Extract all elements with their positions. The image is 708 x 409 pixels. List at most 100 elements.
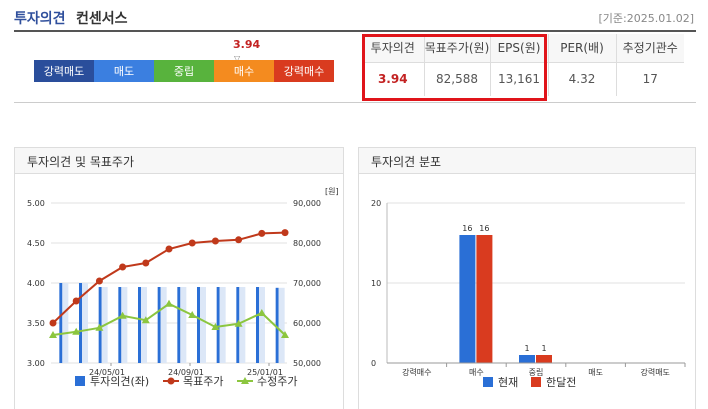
opinion-bar [256,287,259,363]
section-subtitle: 컨센서스 [76,11,128,27]
y-tick: 10 [371,279,381,288]
target-price-point [165,245,173,253]
opinion-bar [79,283,82,363]
y-right-unit: [원] [325,187,339,196]
target-price-point [188,239,196,247]
highlight-box [362,34,547,101]
opinion-bar-shadow [180,287,187,363]
col-per: PER(배) [548,34,617,63]
cell-opinion: 3.94 [362,62,425,96]
opinion-bar-shadow [200,287,206,363]
y-left-tick: 4.00 [27,279,45,288]
opinion-bar-shadow [62,283,69,363]
table-row: 3.94 82,588 13,161 4.32 17 [362,62,684,96]
y-left-tick: 3.50 [27,319,45,328]
panel-title: 투자의견 및 목표주가 [15,148,343,174]
y-right-tick: 80,000 [293,239,321,248]
legend-label: 현재 [498,376,518,389]
adjusted-price-point [141,316,150,324]
opinion-bar-shadow [121,287,128,363]
adjusted-price-point [95,323,104,331]
bar-data-label: 16 [479,224,489,233]
scale-strong-buy: 강력매수 [274,60,334,82]
legend-label: 한달전 [546,376,576,389]
target-price-point [72,297,80,305]
opinion-bar [138,287,141,363]
table-header-row: 투자의견 목표주가(원) EPS(원) PER(배) 추정기관수 [362,34,684,63]
opinion-bar [197,287,200,363]
consensus-table: 투자의견 목표주가(원) EPS(원) PER(배) 추정기관수 3.94 82… [362,34,684,96]
panel-title: 투자의견 분포 [359,148,695,174]
y-right-tick: 90,000 [293,199,321,208]
reference-date: [기준:2025.01.02] [598,12,694,25]
opinion-scale: 강력매도 매도 중립 매수 강력매수 [34,60,334,82]
x-tick-label: 강력매도 [640,367,669,377]
distribution-bar [476,235,493,363]
opinion-bar-shadow [141,287,147,363]
col-opinion: 투자의견 [362,34,425,63]
opinion-bar [59,283,63,363]
y-right-tick: 70,000 [293,279,321,288]
bar-data-label: 1 [541,344,546,353]
opinion-bar [275,287,279,363]
distribution-bar [536,355,552,363]
target-price-point [49,319,57,327]
distribution-bar [459,235,476,363]
adjusted-price-point [49,331,57,338]
opinion-price-chart: 5.00 4.50 4.00 3.50 3.00 90,000 80,000 70,000 60… [27,187,339,388]
target-price-point [119,263,127,271]
opinion-bar-shadow [239,287,246,363]
legend-swatch-month-ago [531,377,541,387]
scale-strong-sell: 강력매도 [34,60,94,82]
col-analyst-count: 추정기관수 [616,34,684,63]
scale-buy: 매수 [214,60,274,82]
opinion-bar [118,287,122,363]
target-price-point [142,259,150,267]
cell-per: 4.32 [548,62,617,96]
legend-swatch-current [483,377,493,387]
page-header: 투자의견 컨센서스 [기준:2025.01.02] [14,6,694,28]
y-right-tick: 50,000 [293,359,321,368]
legend-swatch-opinion [75,376,85,386]
opinion-bar-shadow [259,287,265,363]
distribution-panel: 투자의견 분포 20 10 0 강력매수 매수 16 16 중립 1 1 매도 강력매도 현재 한달전 [358,147,696,409]
adjusted-price-point [72,327,81,335]
y-tick: 20 [371,199,381,208]
x-tick-label: 중립 [529,368,544,377]
adjusted-price-point [188,311,197,318]
x-tick-label: 매수 [469,368,484,377]
opinion-bar-shadow [160,287,167,363]
legend-label: 목표주가 [183,375,223,388]
target-price-point [235,236,243,244]
bottom-divider [14,102,696,103]
top-divider [14,30,696,32]
x-tick-label: 24/05/01 [89,368,125,377]
opinion-price-panel: 투자의견 및 목표주가 5.00 4.50 4.00 3.50 3.00 90,000 80… [14,147,344,409]
legend-swatch-target [167,377,175,385]
scale-sell: 매도 [94,60,154,82]
y-left-tick: 5.00 [27,199,45,208]
scale-hold: 중립 [154,60,214,82]
adjusted-price-point [211,323,220,330]
adjusted-price-point [118,311,127,319]
legend-label: 수정주가 [257,375,297,388]
opinion-bar-shadow [82,283,88,363]
target-price-point [281,229,289,237]
opinion-bar [177,287,181,363]
x-tick-label: 매도 [588,368,603,377]
cell-eps: 13,161 [490,62,549,96]
x-tick-label: 24/09/01 [168,368,204,377]
legend-label: 투자의견(좌) [90,375,149,388]
y-right-tick: 60,000 [293,319,321,328]
target-price-point [211,237,219,245]
opinion-bar [157,287,161,363]
section-title: 투자의견 [14,11,66,27]
x-tick-label: 25/01/01 [247,368,283,377]
y-tick: 0 [371,359,376,368]
x-tick-label: 강력매수 [402,367,431,377]
opinion-marker-value: 3.94 [233,38,261,51]
target-price-point [258,229,266,237]
marker-triangle-icon: ▽ [234,54,241,63]
legend-swatch-adjusted [241,377,249,384]
